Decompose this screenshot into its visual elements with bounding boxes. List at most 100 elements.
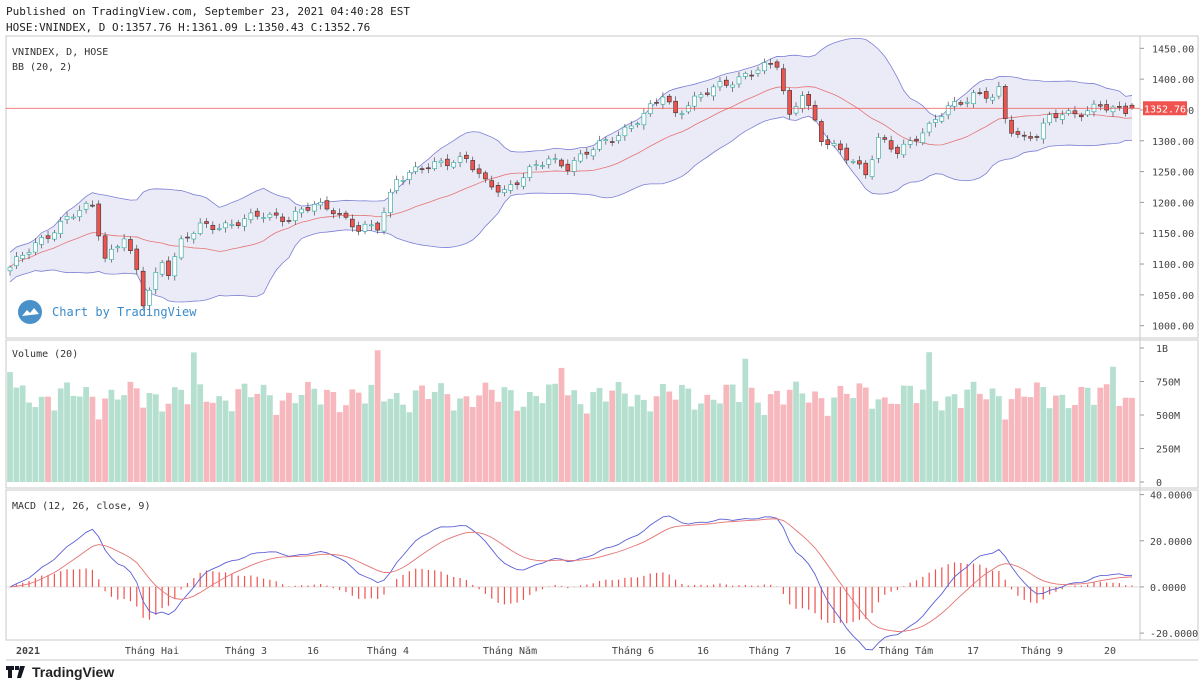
time-axis-label: 20 xyxy=(1104,646,1116,657)
candle xyxy=(470,160,476,171)
candle xyxy=(407,172,412,180)
candle xyxy=(254,210,260,217)
price-axis-label: 1050.00 xyxy=(1152,291,1194,302)
volume-bar xyxy=(824,415,831,482)
candle xyxy=(514,182,520,186)
candle xyxy=(172,256,178,277)
volume-bar xyxy=(1116,406,1123,482)
volume-bar xyxy=(400,404,406,482)
candle xyxy=(58,220,64,234)
candle xyxy=(45,235,51,239)
time-axis-label: Tháng 9 xyxy=(1021,645,1063,657)
candle xyxy=(426,167,431,170)
candle xyxy=(432,161,438,169)
volume-bar xyxy=(1110,366,1116,482)
volume-bar xyxy=(799,393,806,482)
candle xyxy=(191,233,197,240)
candle xyxy=(388,191,393,214)
volume-bar xyxy=(1034,382,1040,482)
volume-bar xyxy=(558,367,565,482)
candle xyxy=(280,216,285,222)
candle xyxy=(483,172,488,180)
volume-bar xyxy=(1008,399,1015,482)
volume-bar xyxy=(564,395,571,482)
candle xyxy=(197,222,203,234)
candle xyxy=(153,272,159,290)
volume-bar xyxy=(520,406,527,482)
volume-bar xyxy=(32,407,39,482)
candle xyxy=(495,185,501,193)
ohlc-info: HOSE:VNINDEX, D O:1357.76 H:1361.09 L:13… xyxy=(6,21,371,34)
candle xyxy=(825,139,831,145)
candle xyxy=(394,179,399,191)
price-axis-label: 1200.00 xyxy=(1152,198,1194,209)
volume-bar xyxy=(222,400,229,482)
volume-bar xyxy=(888,403,894,482)
candle xyxy=(1085,110,1090,116)
volume-bar xyxy=(1129,397,1135,482)
volume-bar xyxy=(571,390,578,482)
volume-bar xyxy=(171,387,178,482)
time-axis-label: 17 xyxy=(967,646,979,657)
candle xyxy=(1104,104,1109,111)
volume-bar xyxy=(362,403,368,482)
volume-bar xyxy=(254,393,261,482)
volume-bar xyxy=(964,389,971,482)
volume-bar xyxy=(197,384,204,482)
volume-bar xyxy=(1078,386,1085,482)
candle xyxy=(578,153,583,162)
candle xyxy=(400,180,406,182)
volume-bar xyxy=(102,398,108,482)
watermark[interactable]: Chart by TradingView xyxy=(18,300,197,324)
candle xyxy=(1028,136,1033,139)
candle xyxy=(698,94,704,98)
volume-bar xyxy=(679,384,685,482)
candle xyxy=(1129,104,1135,109)
tradingview-brand[interactable]: TradingView xyxy=(6,664,114,680)
candle xyxy=(305,207,311,211)
candle xyxy=(857,160,862,165)
volume-bar xyxy=(387,398,394,482)
volume-bar xyxy=(140,407,146,482)
candle xyxy=(324,200,330,210)
volume-bar xyxy=(609,390,616,482)
candle xyxy=(14,256,19,267)
volume-bar xyxy=(843,393,850,482)
candle xyxy=(20,254,25,259)
candle xyxy=(635,123,640,126)
candle xyxy=(1040,122,1046,140)
volume-bar xyxy=(957,407,964,482)
candle xyxy=(229,224,235,226)
volume-bar xyxy=(1015,388,1021,482)
volume-bar xyxy=(235,389,242,482)
candle xyxy=(273,212,279,216)
candle xyxy=(140,270,146,307)
volume-bar xyxy=(761,414,768,482)
candle xyxy=(159,262,165,275)
volume-bar xyxy=(19,385,26,482)
candle xyxy=(660,96,666,105)
candle xyxy=(749,74,754,77)
volume-bar xyxy=(875,399,882,482)
candle xyxy=(787,90,792,115)
volume-bar xyxy=(406,412,413,482)
volume-bar xyxy=(355,392,362,482)
candle xyxy=(464,154,469,159)
candle xyxy=(762,62,767,72)
price-axis-label: 1450.00 xyxy=(1152,44,1194,55)
candle xyxy=(926,122,932,133)
candle xyxy=(838,143,843,151)
candle xyxy=(628,125,634,129)
candle xyxy=(121,238,127,249)
volume-bar xyxy=(438,383,444,482)
volume-bar xyxy=(1065,408,1072,482)
volume-bar xyxy=(13,387,20,482)
volume-bar xyxy=(336,412,343,482)
volume-bar xyxy=(89,396,96,482)
volume-bar xyxy=(248,397,254,482)
volume-bar xyxy=(431,391,438,482)
volume-bar xyxy=(647,411,654,482)
volume-bar xyxy=(83,387,89,482)
candle xyxy=(1098,104,1103,107)
